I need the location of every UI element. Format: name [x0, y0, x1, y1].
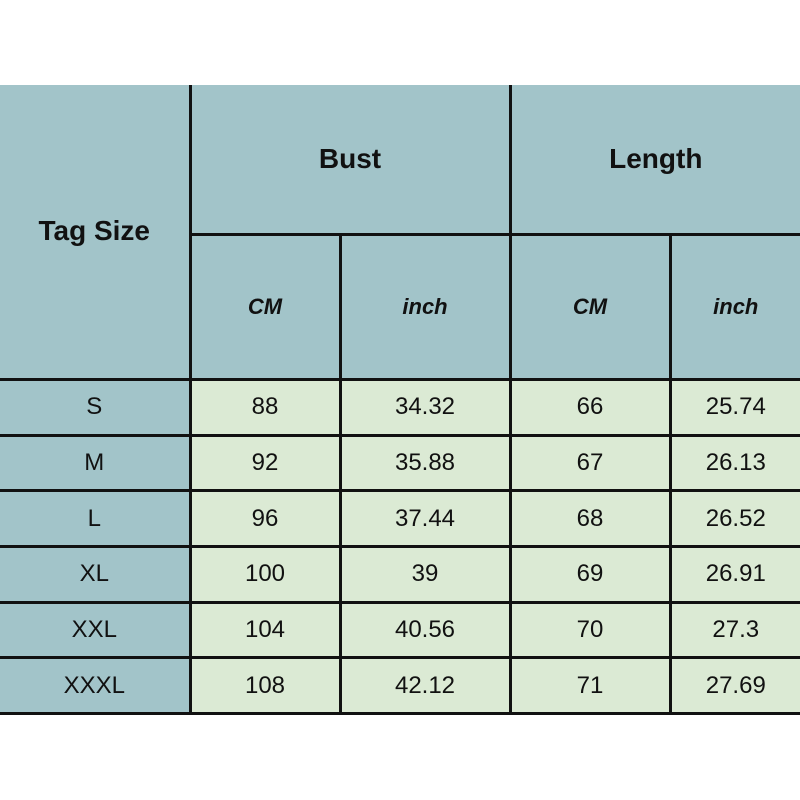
cell-bust-in: 40.56	[338, 600, 512, 660]
cell-len-cm: 66	[508, 379, 672, 437]
unit-header: CM	[190, 232, 342, 381]
length-header: Length	[508, 85, 800, 236]
cell-len-cm: 71	[508, 656, 672, 715]
cell-bust-in: 37.44	[338, 489, 512, 548]
table-row: M 92 35.88 67 26.13	[0, 433, 800, 493]
cell-bust-cm: 108	[188, 656, 342, 715]
cell-bust-in: 39	[338, 544, 512, 604]
bust-header: Bust	[188, 85, 512, 236]
unit-header: CM	[508, 232, 672, 381]
cell-bust-in: 34.32	[338, 379, 512, 437]
cell-bust-cm: 96	[188, 489, 342, 548]
cell-bust-cm: 104	[188, 600, 342, 660]
cell-bust-in: 35.88	[338, 433, 512, 493]
size-label: XXXL	[0, 656, 192, 715]
table-row: XXXL 108 42.12 71 27.69	[0, 656, 800, 715]
size-label: XL	[0, 544, 192, 604]
table-row: XL 100 39 69 26.91	[0, 544, 800, 604]
size-chart-table: Tag Size Bust Length CM inch CM inch S 88…	[0, 85, 800, 715]
size-label: L	[0, 489, 192, 548]
cell-len-in: 27.3	[668, 600, 800, 660]
cell-len-in: 27.69	[668, 656, 800, 715]
size-label: XXL	[0, 600, 192, 660]
size-label: M	[0, 433, 192, 493]
cell-len-cm: 67	[508, 433, 672, 493]
cell-bust-cm: 100	[188, 544, 342, 604]
cell-len-cm: 68	[508, 489, 672, 548]
table-row: L 96 37.44 68 26.52	[0, 489, 800, 548]
cell-len-in: 26.13	[668, 433, 800, 493]
cell-len-cm: 70	[508, 600, 672, 660]
cell-len-cm: 69	[508, 544, 672, 604]
table-row: XXL 104 40.56 70 27.3	[0, 600, 800, 660]
cell-len-in: 25.74	[668, 379, 800, 437]
cell-len-in: 26.91	[668, 544, 800, 604]
cell-bust-cm: 88	[188, 379, 342, 437]
cell-bust-cm: 92	[188, 433, 342, 493]
tag-size-header: Tag Size	[0, 85, 192, 381]
table-row: S 88 34.32 66 25.74	[0, 379, 800, 437]
size-label: S	[0, 379, 192, 437]
cell-len-in: 26.52	[668, 489, 800, 548]
cell-bust-in: 42.12	[338, 656, 512, 715]
unit-header: inch	[668, 232, 800, 381]
unit-header: inch	[338, 232, 512, 381]
